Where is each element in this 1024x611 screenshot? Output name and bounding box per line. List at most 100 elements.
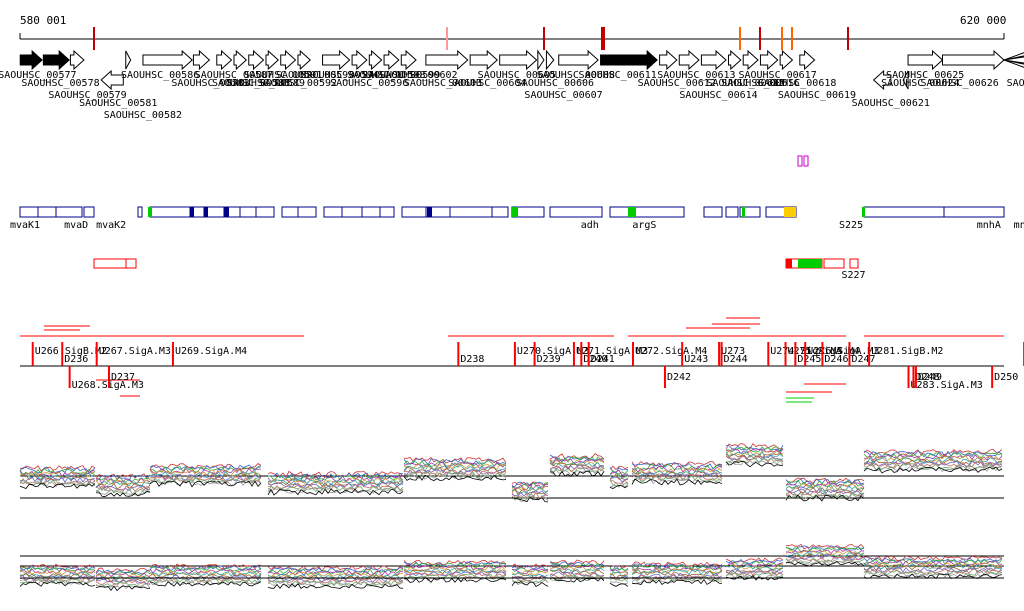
gene-track[interactable]: SAOUHSC_00577SAOUHSC_00578SAOUHSC_00579S…	[0, 49, 1024, 121]
feature-box[interactable]	[863, 206, 1005, 218]
gene-arrow[interactable]	[142, 49, 193, 71]
feature-box[interactable]	[281, 206, 317, 218]
promoter-label[interactable]: U274.SigA.M3	[770, 346, 842, 357]
profile-line	[785, 550, 865, 556]
gene-arrow[interactable]	[558, 49, 599, 71]
gene-arrow[interactable]	[742, 49, 759, 71]
promoter-label[interactable]: D244	[724, 354, 748, 365]
gene-arrow[interactable]	[678, 49, 700, 71]
feature-label: S225	[839, 220, 863, 231]
gene-arrow[interactable]	[216, 49, 233, 71]
feature-box[interactable]	[703, 206, 723, 218]
gene-arrow[interactable]	[902, 70, 909, 90]
gene-arrow[interactable]	[545, 49, 555, 71]
gene-arrow[interactable]	[499, 49, 538, 71]
promoter-label[interactable]: U283.SigA.M3	[911, 380, 983, 391]
promoter-label[interactable]: D245	[797, 354, 821, 365]
promoter-label[interactable]: D248	[915, 372, 939, 383]
promoter-label[interactable]: U276.SigA.M3	[807, 346, 879, 357]
promoter-label[interactable]: U243	[684, 354, 708, 365]
profile-line	[149, 479, 262, 486]
antisense-box[interactable]	[125, 258, 137, 269]
gene-arrow[interactable]	[19, 49, 43, 71]
feature-box[interactable]	[401, 206, 509, 218]
promoter-label[interactable]: U270.SigA.M3	[517, 346, 589, 357]
promoter-label[interactable]: U267.SigA.M3	[99, 346, 171, 357]
promoter-label[interactable]: D242	[667, 372, 691, 383]
gene-arrow[interactable]	[383, 49, 400, 71]
profile-line	[19, 571, 96, 578]
promoter-label[interactable]: D239	[537, 354, 561, 365]
profile-line	[631, 472, 723, 480]
gene-arrow[interactable]	[351, 49, 368, 71]
profile-line	[609, 473, 629, 479]
gene-arrow[interactable]	[600, 49, 658, 71]
feature-box[interactable]	[137, 206, 143, 218]
antisense-box[interactable]	[823, 258, 845, 269]
feature-box[interactable]	[609, 206, 685, 218]
promoter-label[interactable]: D240	[583, 354, 607, 365]
feature-box[interactable]	[725, 206, 739, 218]
promoter-label[interactable]: D238	[460, 354, 484, 365]
gene-arrow[interactable]	[400, 49, 417, 71]
gene-arrow[interactable]	[322, 49, 351, 71]
gene-arrow[interactable]	[69, 49, 85, 71]
gene-arrow[interactable]	[779, 49, 794, 71]
promoter-label[interactable]: U271.SigA.M3	[576, 346, 648, 357]
gene-arrow[interactable]	[700, 49, 727, 71]
promoter-label[interactable]: U269.SigA.M4	[175, 346, 247, 357]
gene-arrow[interactable]	[248, 49, 265, 71]
promoter-label[interactable]: U275.SigA.M4	[788, 346, 860, 357]
gene-arrow[interactable]	[265, 49, 280, 71]
gene-arrow[interactable]	[659, 49, 678, 71]
promoter-label[interactable]: D236	[64, 354, 88, 365]
promoter-label[interactable]: D246	[824, 354, 848, 365]
profile-line	[95, 578, 151, 585]
gene-label: SAOUHSC_00581	[79, 98, 157, 109]
gene-arrow[interactable]	[469, 49, 498, 71]
profile-line	[549, 567, 605, 573]
promoter-label[interactable]: U281.SigB.M2	[871, 346, 943, 357]
feature-box[interactable]	[323, 206, 395, 218]
feature-box[interactable]	[19, 206, 83, 218]
promoter-label[interactable]: D241	[591, 354, 615, 365]
feature-box[interactable]	[149, 206, 275, 218]
profile-line	[95, 474, 151, 482]
feature-box[interactable]	[549, 206, 603, 218]
promoter-label[interactable]: U273	[721, 346, 745, 357]
gene-arrow[interactable]	[799, 49, 816, 71]
gene-arrow[interactable]	[872, 69, 892, 91]
promoter-label[interactable]: D249	[918, 372, 942, 383]
feature-box[interactable]	[83, 206, 95, 218]
promoter-label[interactable]: D237	[111, 372, 135, 383]
gene-label: SAOUHSC_00583	[171, 78, 249, 89]
gene-arrow[interactable]	[941, 49, 1005, 71]
gene-arrow[interactable]	[280, 49, 297, 71]
gene-arrow[interactable]	[425, 49, 469, 71]
gene-arrow[interactable]	[192, 49, 211, 71]
profile-line	[631, 566, 723, 572]
gene-label: SAOUHSC_00611	[579, 70, 657, 81]
promoter-label[interactable]: U268.SigA.M3	[72, 380, 144, 391]
antisense-box[interactable]	[849, 258, 859, 269]
gene-arrow[interactable]	[759, 49, 779, 71]
gene-arrow[interactable]	[233, 49, 248, 71]
promoter-label[interactable]: U266.SigB.M2	[35, 346, 107, 357]
antisense-box[interactable]	[93, 258, 127, 269]
feature-box[interactable]	[739, 206, 761, 218]
gene-arrow[interactable]	[42, 49, 70, 71]
gene-arrow[interactable]	[297, 49, 312, 71]
feature-track[interactable]	[19, 155, 1005, 269]
gene-arrow[interactable]	[125, 50, 132, 70]
promoter-label[interactable]: D247	[851, 354, 875, 365]
gene-arrow[interactable]	[537, 49, 545, 71]
gene-arrow[interactable]	[907, 49, 944, 71]
promoter-label[interactable]: D250	[994, 372, 1018, 383]
promoter-label[interactable]: U272.SigA.M4	[635, 346, 707, 357]
gene-arrow[interactable]	[368, 49, 383, 71]
gene-arrow[interactable]	[1003, 51, 1024, 69]
gene-arrow[interactable]	[100, 69, 124, 91]
profile-line	[19, 566, 96, 573]
gene-arrow[interactable]	[727, 49, 742, 71]
